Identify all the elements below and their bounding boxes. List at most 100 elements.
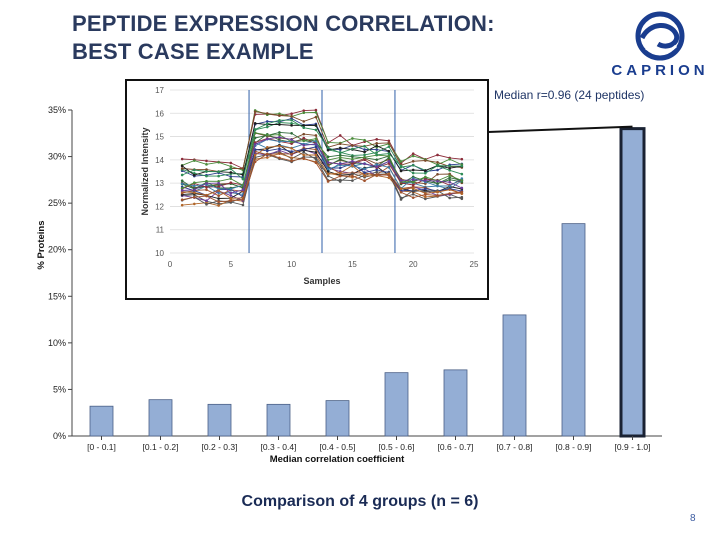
peptide-point [217, 191, 220, 195]
peptide-point [411, 196, 415, 199]
peptide-point [448, 184, 451, 188]
peptide-point [387, 149, 391, 153]
peptide-point [387, 152, 391, 155]
peptide-point [460, 179, 464, 182]
peptide-point [399, 160, 403, 163]
peptide-point [314, 156, 318, 159]
peptide-point [205, 170, 208, 173]
peptide-point [338, 174, 342, 178]
peptide-point [241, 177, 245, 181]
peptide-point [314, 111, 318, 114]
peptide-point [265, 137, 269, 141]
peptide-series-8 [182, 109, 462, 171]
peptide-point [217, 180, 220, 183]
peptide-series-5 [182, 151, 462, 205]
peptide-point [302, 126, 306, 130]
peptide-point [278, 135, 281, 139]
peptide-point [314, 142, 318, 146]
peptide-point [351, 174, 354, 178]
peptide-point [375, 170, 379, 174]
peptide-point [436, 172, 439, 176]
peptide-point [399, 179, 403, 182]
peptide-point [460, 190, 464, 194]
peptide-point [436, 179, 439, 183]
peptide-point [265, 146, 269, 149]
peptide-point [351, 157, 354, 161]
peptide-point [411, 168, 415, 172]
peptide-point [363, 167, 366, 171]
peptide-point [436, 182, 439, 185]
peptide-point [229, 181, 233, 185]
peptide-point [351, 155, 354, 159]
peptide-point [460, 195, 464, 199]
peptide-series-17 [182, 154, 462, 206]
peptide-point [314, 124, 318, 127]
peptide-point [265, 133, 269, 137]
peptide-point [448, 180, 451, 184]
peptide-point [411, 186, 415, 190]
peptide-point [290, 156, 293, 159]
peptide-point [338, 153, 342, 157]
peptide-point [411, 178, 415, 181]
peptide-point [180, 186, 184, 190]
peptide-point [351, 179, 354, 182]
y-tick-label: 25% [48, 198, 66, 208]
peptide-point [302, 151, 306, 154]
peptide-series-20 [182, 132, 462, 189]
peptide-point [180, 203, 184, 207]
peptide-point [375, 153, 379, 157]
peptide-point [278, 121, 281, 124]
peptide-point [387, 159, 391, 163]
peptide-point [460, 186, 464, 190]
peptide-point [411, 171, 415, 175]
peptide-point [229, 175, 233, 178]
peptide-point [375, 151, 379, 154]
peptide-point [290, 114, 293, 118]
bar-chart: 0% 5% 10% 15% 20% 25% 30% 35% [0 - 0.1] [0.1 - 0.… [36, 88, 662, 465]
inset-x-axis-title: Samples [303, 276, 340, 286]
y-tick-label: 20% [48, 245, 66, 255]
peptide-point [205, 159, 208, 163]
peptide-point [205, 174, 208, 178]
peptide-point [241, 203, 245, 207]
peptide-point [290, 118, 293, 122]
peptide-point [351, 159, 354, 163]
peptide-point [229, 196, 233, 200]
peptide-point [387, 154, 391, 158]
peptide-point [253, 110, 257, 113]
peptide-point [448, 178, 451, 182]
peptide-point [411, 192, 415, 196]
peptide-point [436, 164, 439, 167]
peptide-point [229, 199, 233, 203]
x-tick-label: [0 - 0.1] [87, 442, 116, 452]
peptide-point [436, 190, 439, 194]
peptide-point [387, 176, 391, 180]
peptide-point [387, 145, 391, 148]
peptide-point [375, 168, 379, 172]
peptide-point [302, 144, 306, 147]
inset-y-tick-label: 17 [155, 86, 164, 95]
peptide-point [302, 124, 306, 127]
peptide-point [229, 194, 233, 197]
peptide-point [351, 137, 354, 140]
peptide-point [193, 171, 196, 175]
inset-x-tick-label: 15 [348, 260, 357, 269]
peptide-point [326, 174, 330, 178]
peptide-point [253, 142, 257, 146]
peptide-point [180, 173, 184, 177]
peptide-point [302, 139, 306, 143]
peptide-point [399, 187, 403, 190]
peptide-point [326, 148, 330, 152]
y-tick-label: 5% [53, 384, 66, 394]
peptide-point [375, 138, 379, 141]
title-line-2: BEST CASE EXAMPLE [72, 39, 314, 64]
peptide-point [411, 163, 415, 167]
peptide-point [338, 151, 342, 155]
peptide-point [363, 162, 366, 166]
peptide-point [424, 175, 427, 179]
peptide-point [180, 179, 184, 183]
peptide-point [387, 173, 391, 177]
peptide-point [448, 176, 451, 179]
caprion-swirl-icon [635, 11, 685, 61]
peptide-point [424, 195, 427, 199]
